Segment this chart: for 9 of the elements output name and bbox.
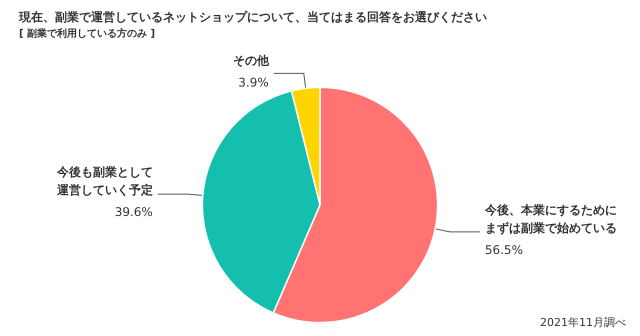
- chart-subtitle: [ 副業で利用している方のみ ]: [19, 28, 156, 40]
- data-label: 3.9%: [238, 75, 269, 90]
- slice-label: 今後、本業にするためにまずは副業で始めている: [484, 202, 617, 235]
- data-label: 56.5%: [484, 242, 523, 257]
- slice-label: 今後も副業として運営していく予定: [56, 165, 153, 198]
- slice-label: その他: [232, 53, 270, 68]
- chart-title: 現在、副業で運営しているネットショップについて、当てはまる回答をお選びください: [18, 10, 487, 24]
- text: 2021年11月調べ: [540, 316, 626, 329]
- data-label: 39.6%: [114, 205, 153, 220]
